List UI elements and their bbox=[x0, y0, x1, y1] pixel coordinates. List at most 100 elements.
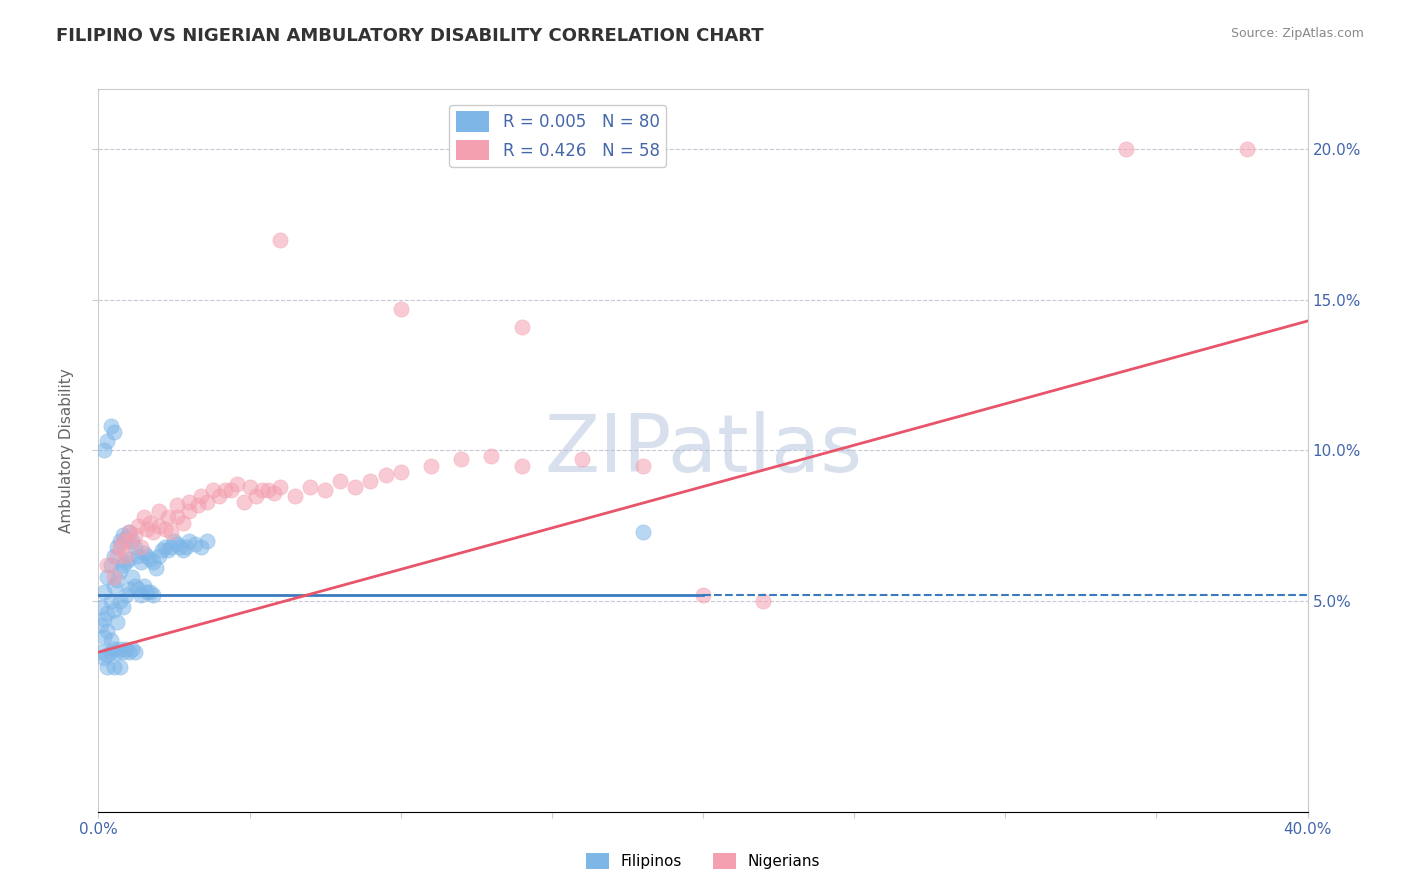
Point bbox=[135, 585, 157, 599]
Point bbox=[263, 485, 285, 500]
Point bbox=[124, 645, 146, 659]
Point bbox=[132, 546, 155, 560]
Point bbox=[127, 549, 149, 563]
Point bbox=[139, 516, 162, 530]
Point bbox=[169, 540, 191, 554]
Point bbox=[172, 542, 194, 557]
Text: FILIPINO VS NIGERIAN AMBULATORY DISABILITY CORRELATION CHART: FILIPINO VS NIGERIAN AMBULATORY DISABILI… bbox=[56, 27, 763, 45]
Point bbox=[344, 480, 367, 494]
Point bbox=[148, 518, 170, 533]
Point bbox=[150, 542, 173, 557]
Point bbox=[100, 558, 122, 572]
Point bbox=[118, 524, 141, 539]
Point bbox=[214, 483, 236, 497]
Point bbox=[118, 533, 141, 548]
Point bbox=[114, 642, 136, 657]
Text: Source: ZipAtlas.com: Source: ZipAtlas.com bbox=[1230, 27, 1364, 40]
Point bbox=[111, 645, 134, 659]
Point bbox=[121, 533, 143, 548]
Point bbox=[631, 524, 654, 539]
Point bbox=[108, 642, 131, 657]
Point bbox=[269, 480, 291, 494]
Point bbox=[111, 533, 134, 548]
Point bbox=[96, 648, 118, 662]
Point bbox=[374, 467, 396, 482]
Point bbox=[100, 594, 122, 608]
Point bbox=[124, 528, 146, 542]
Point bbox=[118, 524, 141, 539]
Point bbox=[153, 540, 176, 554]
Point bbox=[239, 480, 262, 494]
Point bbox=[96, 606, 118, 620]
Point bbox=[114, 549, 136, 563]
Point bbox=[93, 651, 115, 665]
Point bbox=[156, 542, 179, 557]
Point bbox=[114, 555, 136, 569]
Point bbox=[114, 588, 136, 602]
Point bbox=[132, 579, 155, 593]
Point bbox=[96, 660, 118, 674]
Point bbox=[389, 301, 412, 316]
Point bbox=[103, 549, 125, 563]
Point bbox=[190, 540, 212, 554]
Point bbox=[256, 483, 278, 497]
Point bbox=[208, 489, 231, 503]
Point bbox=[111, 528, 134, 542]
Point bbox=[108, 540, 131, 554]
Point bbox=[129, 555, 152, 569]
Point bbox=[284, 489, 307, 503]
Point bbox=[420, 458, 443, 473]
Legend: Filipinos, Nigerians: Filipinos, Nigerians bbox=[579, 847, 827, 875]
Point bbox=[179, 494, 201, 508]
Point bbox=[160, 540, 183, 554]
Point bbox=[100, 633, 122, 648]
Point bbox=[1115, 142, 1137, 156]
Point bbox=[111, 599, 134, 614]
Point bbox=[571, 452, 593, 467]
Point bbox=[90, 618, 112, 632]
Point bbox=[631, 458, 654, 473]
Point bbox=[314, 483, 336, 497]
Point bbox=[124, 540, 146, 554]
Point bbox=[129, 540, 152, 554]
Point bbox=[118, 551, 141, 566]
Point bbox=[250, 483, 273, 497]
Point bbox=[245, 489, 267, 503]
Point bbox=[148, 503, 170, 517]
Point bbox=[105, 615, 128, 629]
Point bbox=[108, 594, 131, 608]
Point bbox=[127, 518, 149, 533]
Point bbox=[124, 579, 146, 593]
Point bbox=[129, 588, 152, 602]
Point bbox=[190, 489, 212, 503]
Point bbox=[105, 549, 128, 563]
Point bbox=[105, 540, 128, 554]
Point bbox=[269, 233, 291, 247]
Point bbox=[360, 474, 382, 488]
Point bbox=[692, 588, 714, 602]
Point bbox=[103, 425, 125, 440]
Point bbox=[135, 549, 157, 563]
Point bbox=[187, 498, 209, 512]
Point bbox=[329, 474, 352, 488]
Point bbox=[232, 494, 254, 508]
Point bbox=[118, 645, 141, 659]
Point bbox=[481, 450, 503, 464]
Point bbox=[202, 483, 225, 497]
Point bbox=[100, 645, 122, 659]
Point bbox=[179, 503, 201, 517]
Point bbox=[142, 524, 165, 539]
Point bbox=[103, 579, 125, 593]
Point bbox=[96, 558, 118, 572]
Point bbox=[153, 522, 176, 536]
Point bbox=[510, 458, 533, 473]
Point bbox=[148, 549, 170, 563]
Point bbox=[195, 494, 218, 508]
Point bbox=[103, 660, 125, 674]
Point bbox=[179, 533, 201, 548]
Point bbox=[139, 551, 162, 566]
Point bbox=[166, 537, 188, 551]
Point bbox=[139, 585, 162, 599]
Point bbox=[166, 509, 188, 524]
Point bbox=[166, 498, 188, 512]
